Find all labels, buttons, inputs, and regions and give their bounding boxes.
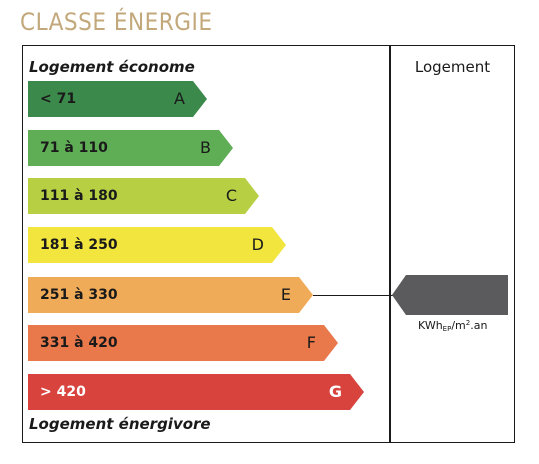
unit-label: KWhEP/m2.an bbox=[418, 319, 488, 333]
energy-table bbox=[22, 45, 515, 443]
class-e-arrow: 251 à 330 E bbox=[28, 277, 313, 313]
class-a-range: < 71 bbox=[40, 91, 77, 107]
efficient-label: Logement économe bbox=[29, 58, 195, 76]
column-divider bbox=[389, 45, 391, 443]
class-g-arrow: > 420 G bbox=[28, 374, 364, 410]
class-d-range: 181 à 250 bbox=[40, 237, 118, 253]
class-b-letter: B bbox=[200, 138, 211, 157]
class-g-range: > 420 bbox=[40, 384, 86, 400]
indicator-leader-line bbox=[313, 295, 393, 296]
class-c-arrow: 111 à 180 C bbox=[28, 178, 259, 214]
class-a-letter: A bbox=[174, 89, 185, 108]
class-d-arrow: 181 à 250 D bbox=[28, 227, 286, 263]
dwelling-column-header: Logement bbox=[414, 58, 491, 76]
inefficient-label: Logement énergivore bbox=[29, 415, 211, 433]
class-e-range: 251 à 330 bbox=[40, 287, 118, 303]
class-g-letter: G bbox=[328, 382, 342, 401]
class-f-range: 331 à 420 bbox=[40, 335, 118, 351]
class-f-arrow: 331 à 420 F bbox=[28, 325, 338, 361]
class-f-letter: F bbox=[306, 333, 316, 352]
class-b-arrow: 71 à 110 B bbox=[28, 130, 233, 166]
class-c-range: 111 à 180 bbox=[40, 188, 118, 204]
class-c-letter: C bbox=[225, 186, 237, 205]
class-a-arrow: < 71 A bbox=[28, 81, 207, 117]
class-e-letter: E bbox=[280, 285, 291, 304]
class-d-letter: D bbox=[251, 235, 264, 254]
page-title: CLASSE ÉNERGIE bbox=[20, 8, 213, 36]
dwelling-class-indicator bbox=[392, 275, 508, 315]
class-b-range: 71 à 110 bbox=[40, 140, 108, 156]
